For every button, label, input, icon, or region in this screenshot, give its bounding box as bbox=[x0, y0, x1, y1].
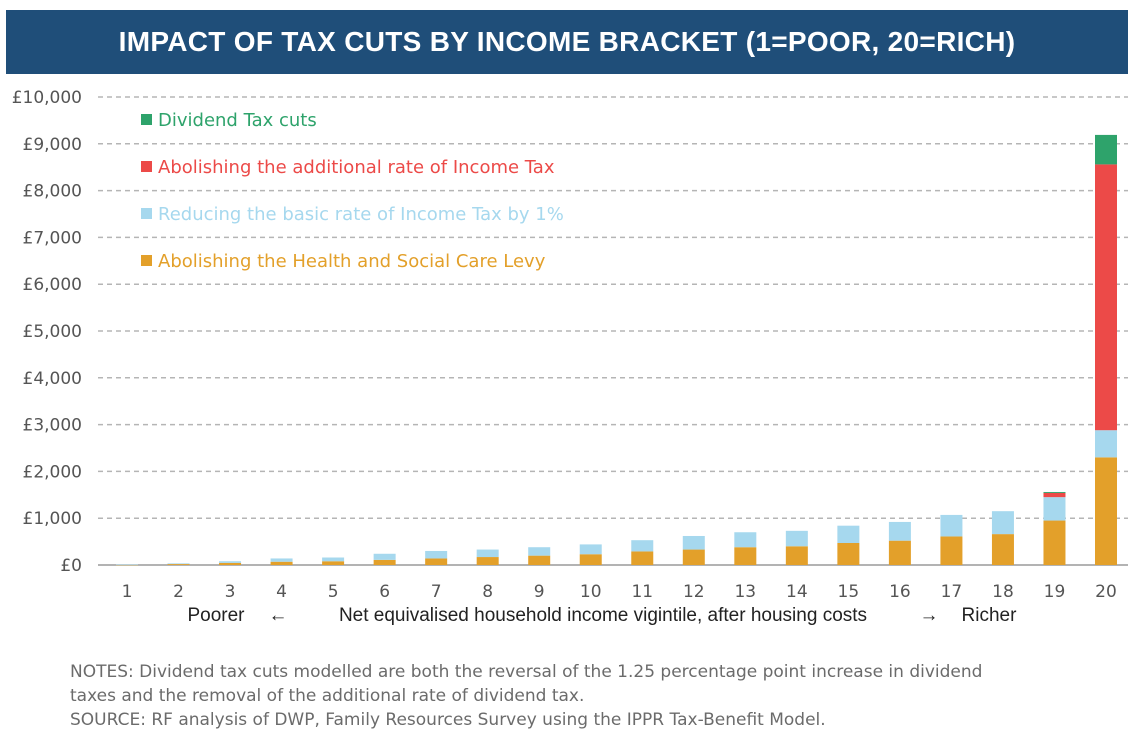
bar-segment bbox=[837, 525, 860, 544]
bar-segment bbox=[734, 532, 757, 548]
bar-segment bbox=[476, 549, 499, 558]
legend-label: Reducing the basic rate of Income Tax by… bbox=[158, 204, 564, 225]
y-tick-label: £9,000 bbox=[23, 135, 82, 155]
x-tick-label: 13 bbox=[734, 582, 756, 602]
bar-segment bbox=[219, 562, 242, 565]
x-tick-label: 2 bbox=[173, 582, 184, 602]
bar-segment bbox=[373, 553, 396, 560]
bar-segment bbox=[116, 564, 138, 566]
bar-segment bbox=[579, 554, 602, 565]
y-tick-label: £1,000 bbox=[23, 509, 82, 529]
x-tick-label: 8 bbox=[482, 582, 493, 602]
bar-segment bbox=[1043, 492, 1066, 498]
legend-label: Abolishing the additional rate of Income… bbox=[158, 157, 555, 178]
x-tick-label: 16 bbox=[889, 582, 911, 602]
y-tick-label: £2,000 bbox=[23, 462, 82, 482]
notes-line-2: taxes and the removal of the additional … bbox=[70, 686, 585, 706]
bar-segment bbox=[270, 558, 293, 562]
legend-label: Abolishing the Health and Social Care Le… bbox=[158, 251, 546, 272]
bar-segment bbox=[991, 511, 1014, 535]
chart-title: IMPACT OF TAX CUTS BY INCOME BRACKET (1=… bbox=[118, 26, 1016, 57]
y-tick-label: £3,000 bbox=[23, 416, 82, 436]
bar-segment bbox=[528, 547, 551, 556]
legend-swatch bbox=[141, 114, 152, 125]
bar-segment bbox=[219, 561, 242, 563]
legend-swatch bbox=[141, 255, 152, 266]
bar-segment bbox=[940, 536, 963, 565]
source-line: SOURCE: RF analysis of DWP, Family Resou… bbox=[70, 710, 826, 730]
x-tick-label: 3 bbox=[225, 582, 236, 602]
bar-segment bbox=[682, 535, 705, 550]
bar-segment bbox=[1043, 497, 1066, 521]
bar-segment bbox=[682, 549, 705, 565]
x-tick-label: 6 bbox=[379, 582, 390, 602]
bar-segment bbox=[785, 530, 808, 547]
x-tick-label: 19 bbox=[1044, 582, 1066, 602]
bar-segment bbox=[322, 561, 345, 565]
legend-label: Dividend Tax cuts bbox=[158, 110, 317, 131]
bar-segment bbox=[1043, 491, 1066, 493]
chart-title-bar: IMPACT OF TAX CUTS BY INCOME BRACKET (1=… bbox=[6, 10, 1128, 74]
bar-segment bbox=[785, 546, 808, 565]
bar-segment bbox=[1095, 457, 1117, 565]
bar-segment bbox=[1095, 430, 1117, 458]
bar-segment bbox=[1095, 134, 1117, 165]
right-arrow-icon: → bbox=[920, 605, 939, 626]
x-tick-label: 12 bbox=[683, 582, 705, 602]
bar-segment bbox=[1043, 520, 1066, 565]
bar-segment bbox=[425, 550, 448, 559]
notes-line-1: NOTES: Dividend tax cuts modelled are bo… bbox=[70, 662, 983, 682]
bar-segment bbox=[888, 521, 911, 541]
legend-swatch bbox=[141, 161, 152, 172]
bar-segment bbox=[837, 543, 860, 565]
x-tick-label: 4 bbox=[276, 582, 287, 602]
x-tick-label: 17 bbox=[941, 582, 963, 602]
x-tick-label: 5 bbox=[328, 582, 339, 602]
bar-segment bbox=[631, 551, 654, 565]
x-tick-label: 1 bbox=[122, 582, 133, 602]
y-tick-label: £10,000 bbox=[12, 88, 82, 108]
bar-segment bbox=[631, 540, 654, 552]
x-tick-label: 14 bbox=[786, 582, 808, 602]
bar-segment bbox=[888, 540, 911, 565]
x-label-poorer: Poorer bbox=[187, 605, 245, 626]
bar-segment bbox=[322, 557, 345, 562]
bar-segment bbox=[425, 558, 448, 565]
bar-segment bbox=[940, 514, 963, 537]
chart-area: £0 £1,000 £2,000 £3,000 £4,000 £5,000 £6,000 £7… bbox=[12, 88, 1128, 626]
bar-segment bbox=[167, 564, 190, 565]
x-tick-label: 20 bbox=[1095, 582, 1117, 602]
bar-segment bbox=[528, 555, 551, 565]
x-tick-label: 7 bbox=[431, 582, 442, 602]
x-label-richer: Richer bbox=[962, 605, 1018, 626]
left-arrow-icon: ← bbox=[269, 605, 288, 626]
y-tick-label: £4,000 bbox=[23, 369, 82, 389]
bar-segment bbox=[476, 557, 499, 565]
bar-segment bbox=[270, 561, 293, 565]
bar-segment bbox=[991, 534, 1014, 565]
x-axis-label: Net equivalised household income viginti… bbox=[339, 605, 867, 626]
legend-swatch bbox=[141, 208, 152, 219]
x-tick-label: 15 bbox=[838, 582, 860, 602]
x-tick-label: 11 bbox=[631, 582, 653, 602]
bar-segment bbox=[1095, 164, 1117, 431]
bar-segment bbox=[734, 547, 757, 565]
y-tick-label: £5,000 bbox=[23, 322, 82, 342]
x-tick-label: 10 bbox=[580, 582, 602, 602]
chart-notes: NOTES: Dividend tax cuts modelled are bo… bbox=[70, 660, 1110, 732]
y-tick-label: £0 bbox=[60, 556, 82, 576]
y-tick-label: £7,000 bbox=[23, 228, 82, 248]
x-tick-label: 18 bbox=[992, 582, 1014, 602]
bar-segment bbox=[167, 563, 190, 565]
bar-segment bbox=[373, 559, 396, 565]
y-tick-label: £8,000 bbox=[23, 182, 82, 202]
bar-segment bbox=[579, 544, 602, 555]
y-tick-label: £6,000 bbox=[23, 275, 82, 295]
x-tick-label: 9 bbox=[534, 582, 545, 602]
